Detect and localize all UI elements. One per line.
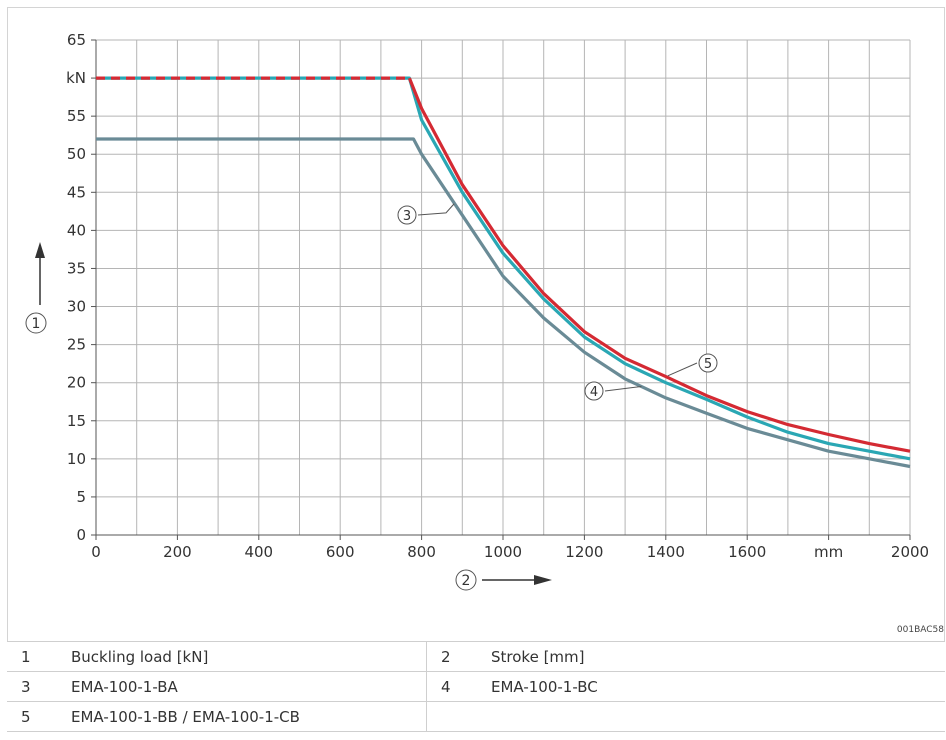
x-axis-arrowhead [534,575,552,585]
y-tick-label: 35 [67,259,86,277]
legend-number: 5 [7,701,71,732]
legend-row: 3 EMA-100-1-BA 4 EMA-100-1-BC [7,671,945,702]
legend-text: Stroke [mm] [491,641,945,672]
y-tick-label: 45 [67,183,86,201]
y-tick-label: 15 [67,412,86,430]
y-tick-label: 10 [67,450,86,468]
legend-number: 2 [426,641,491,672]
y-tick-label: 55 [67,107,86,125]
y-axis-marker: 1 [32,316,41,332]
x-tick-label: mm [814,543,843,561]
x-tick-label: 600 [326,543,355,561]
x-tick-labels: 0 200 400 600 800 1000 1200 1400 1600 mm 2000 [91,535,929,561]
callouts: 3 4 5 [397,203,718,401]
y-tick-label: 25 [67,336,86,354]
y-tick-label: 30 [67,298,86,316]
callout-5-leader [667,362,698,377]
callout-5-circle [698,353,718,373]
legend-number: 4 [426,671,491,702]
x-tick-label: 1400 [647,543,685,561]
y-tick-label: 40 [67,221,86,239]
legend-text [491,701,945,732]
y-tick-label: 5 [76,488,86,506]
chart-frame [7,7,945,641]
series-line-5 [407,77,911,453]
x-tick-label: 400 [244,543,273,561]
x-tick-label: 200 [163,543,192,561]
callout-3-circle [397,205,417,225]
legend-number: 1 [7,641,71,672]
y-tick-label: 50 [67,145,86,163]
callout-3-label: 3 [403,209,411,224]
y-tick-label: 0 [76,526,86,544]
legend-row: 1 Buckling load [kN] 2 Stroke [mm] [7,641,945,672]
legend-row: 5 EMA-100-1-BB / EMA-100-1-CB [7,701,945,732]
y-tick-labels: 0 5 10 15 20 25 30 35 40 45 50 55 kN 65 [66,31,96,544]
callout-3-leader [417,203,455,216]
y-tick-label: 20 [67,374,86,392]
x-tick-label: 0 [91,543,101,561]
x-tick-label: 2000 [891,543,929,561]
x-axis-marker-circle [455,569,477,591]
x-tick-label: 800 [407,543,436,561]
legend-number [426,701,491,732]
y-tick-label: 65 [67,31,86,49]
axis-markers: 12 [25,242,552,591]
y-tick-label: kN [66,69,86,87]
x-tick-label: 1200 [565,543,603,561]
x-tick-label: 1000 [484,543,522,561]
x-tick-label: 1600 [728,543,766,561]
legend-text: EMA-100-1-BA [71,671,427,702]
callout-5-label: 5 [704,357,712,372]
legend-table: 1 Buckling load [kN] 2 Stroke [mm] 3 EMA… [7,641,945,732]
series-lines [96,76,911,469]
reference-code: 001BAC58 [897,625,944,635]
series-line-3 [96,137,911,469]
x-axis-marker: 2 [462,573,471,589]
grid [95,39,911,536]
legend-text: EMA-100-1-BC [491,671,945,702]
callout-4-label: 4 [590,385,598,400]
legend-text: Buckling load [kN] [71,641,427,672]
legend-number: 3 [7,671,71,702]
y-axis-arrowhead [35,242,45,258]
legend-text: EMA-100-1-BB / EMA-100-1-CB [71,701,427,732]
series-line-4 [96,76,911,461]
callout-4-circle [584,381,604,401]
callout-4-leader [604,386,642,392]
y-axis-marker-circle [25,312,47,334]
buckling-load-chart: 0 200 400 600 800 1000 1200 1400 1600 mm 2000 0510… [25,31,944,635]
